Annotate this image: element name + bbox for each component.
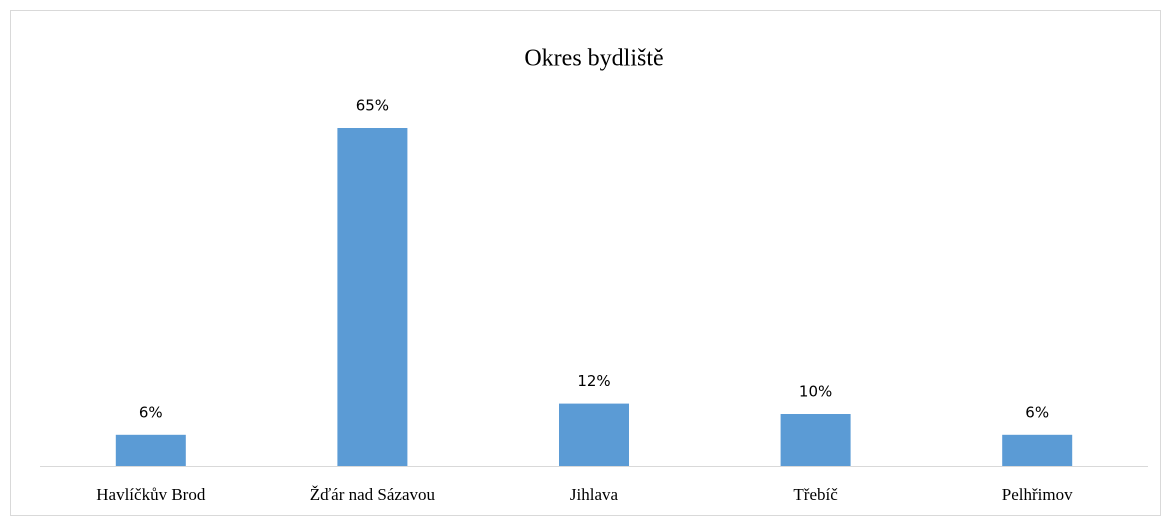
x-tick-label: Havlíčkův Brod: [96, 485, 206, 504]
value-label: 65%: [356, 97, 389, 115]
value-label: 10%: [799, 383, 832, 401]
x-tick-label: Pelhřimov: [1002, 485, 1073, 504]
x-tick-label: Jihlava: [570, 485, 619, 504]
bar: [1002, 434, 1073, 466]
bar: [115, 434, 186, 466]
x-tick-label: Třebíč: [793, 485, 838, 504]
chart-title: Okres bydliště: [524, 46, 663, 72]
bar: [559, 403, 629, 466]
bar: [780, 414, 851, 466]
value-label: 6%: [1025, 403, 1049, 421]
value-label: 12%: [577, 372, 610, 390]
value-label: 6%: [139, 403, 163, 421]
x-tick-label: Žďár nad Sázavou: [310, 485, 436, 504]
bar: [337, 128, 408, 466]
